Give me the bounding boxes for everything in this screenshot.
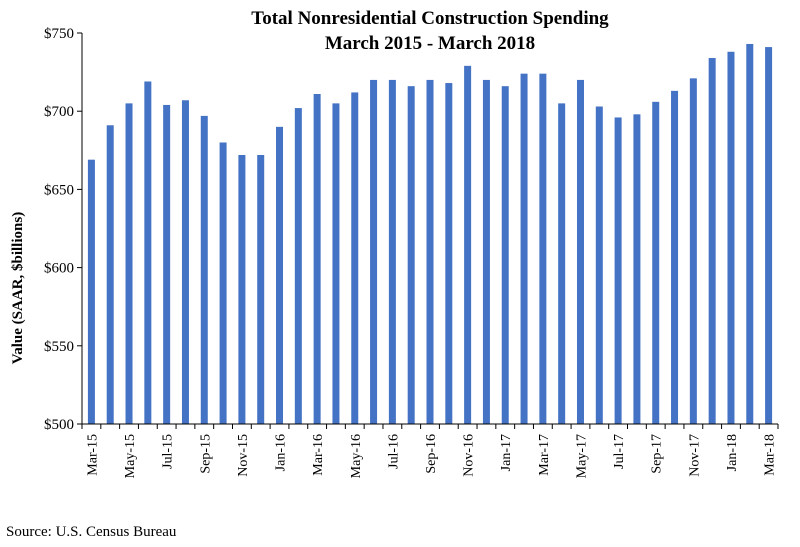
bar-Feb-18 [746, 44, 753, 424]
bar-Mar-18 [765, 47, 772, 424]
bar-Jun-17 [596, 107, 603, 424]
x-tick-label: May-16 [349, 434, 364, 478]
bar-May-17 [577, 80, 584, 424]
x-tick-label: Mar-15 [85, 434, 100, 476]
bar-May-16 [351, 92, 358, 424]
bar-Sep-16 [427, 80, 434, 424]
x-tick-label: Nov-15 [236, 434, 251, 477]
bar-Dec-16 [483, 80, 490, 424]
x-tick-label: Mar-17 [537, 434, 552, 476]
x-tick-label: Nov-17 [687, 434, 702, 477]
x-tick-label: Jan-16 [274, 434, 289, 471]
bar-Feb-17 [521, 74, 528, 424]
bar-Aug-17 [633, 114, 640, 424]
source-note: Source: U.S. Census Bureau [6, 524, 176, 541]
x-tick-label: Mar-18 [763, 434, 778, 476]
y-tick-label: $750 [44, 26, 74, 42]
bar-Jan-17 [502, 86, 509, 424]
bar-Jan-16 [276, 127, 283, 424]
bar-Nov-15 [238, 155, 245, 424]
bar-Sep-17 [652, 102, 659, 424]
bar-Oct-17 [671, 91, 678, 424]
bar-Jul-15 [163, 105, 170, 424]
bar-Sep-15 [201, 116, 208, 424]
bar-Aug-15 [182, 100, 189, 424]
bar-Feb-16 [295, 108, 302, 424]
bar-Jul-17 [615, 117, 622, 424]
bar-Dec-17 [709, 58, 716, 424]
y-axis-label: Value (SAAR, $billions) [10, 212, 26, 364]
plot-area: $500 $550 $600 $650 $700 $750 Mar-15 May-15 Jul… [0, 0, 800, 547]
bar-Nov-16 [464, 66, 471, 424]
y-tick-label: $700 [44, 104, 74, 120]
x-tick-label: May-17 [574, 434, 589, 478]
bar-Mar-16 [314, 94, 321, 424]
bar-Mar-17 [539, 74, 546, 424]
x-tick-label: Nov-16 [462, 434, 477, 477]
x-tick-label: Jul-16 [386, 434, 401, 469]
bar-Jan-18 [727, 52, 734, 424]
bar-Oct-16 [445, 83, 452, 424]
bar-Mar-15 [88, 160, 95, 424]
x-tick-label: Jul-17 [612, 434, 627, 469]
bar-Apr-17 [558, 103, 565, 424]
y-tick-label: $650 [44, 182, 74, 198]
x-tick-label: Jan-18 [725, 434, 740, 471]
bar-Dec-15 [257, 155, 264, 424]
x-tick-label: Sep-16 [424, 434, 439, 474]
bar-Apr-15 [107, 125, 114, 424]
chart: Total Nonresidential Construction Spendi… [0, 0, 800, 547]
x-tick-label: Jul-15 [161, 434, 176, 469]
bar-May-15 [126, 103, 133, 424]
y-tick-label: $500 [44, 417, 74, 433]
x-tick-label: Sep-15 [198, 434, 213, 474]
x-tick-label: May-15 [123, 434, 138, 478]
y-tick-label: $550 [44, 339, 74, 355]
bar-Oct-15 [220, 142, 227, 424]
bar-Aug-16 [408, 86, 415, 424]
x-tick-label: Mar-16 [311, 434, 326, 476]
bar-Nov-17 [690, 78, 697, 424]
bar-Jun-16 [370, 80, 377, 424]
y-tick-label: $600 [44, 261, 74, 277]
bar-Apr-16 [332, 103, 339, 424]
x-tick-label: Jan-17 [499, 434, 514, 471]
bar-Jun-15 [144, 81, 151, 424]
x-tick-label: Sep-17 [650, 434, 665, 474]
bar-Jul-16 [389, 80, 396, 424]
